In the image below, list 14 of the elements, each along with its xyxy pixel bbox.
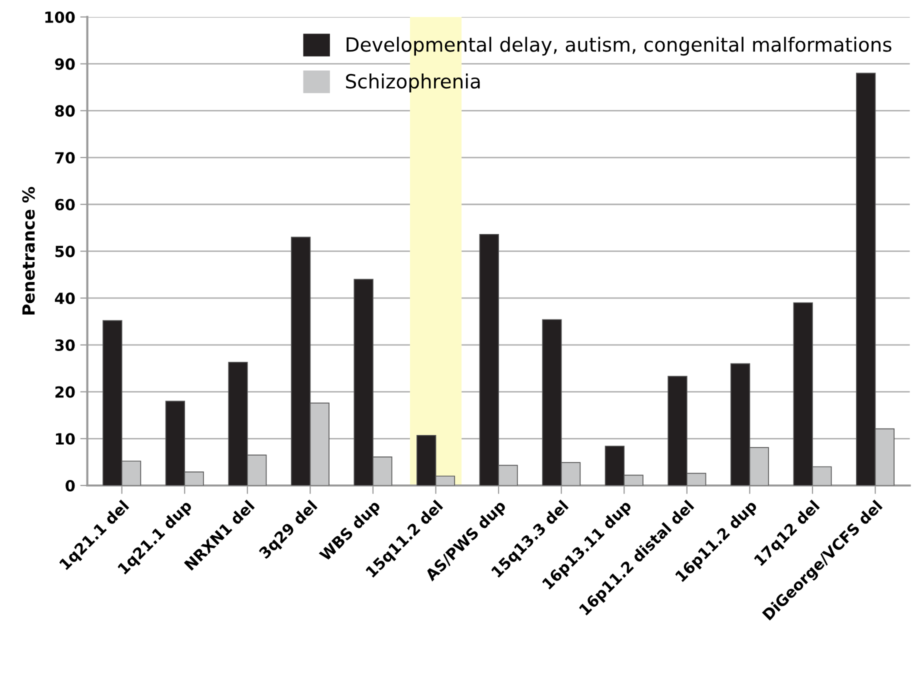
y-tick-label: 70 [55, 152, 75, 164]
y-tick-label: 90 [55, 58, 75, 70]
legend-label: Schizophrenia [346, 74, 480, 92]
y-tick-label: 80 [55, 105, 75, 117]
y-tick-label: 0 [66, 480, 75, 492]
y-tick-label: 60 [55, 198, 75, 210]
y-tick-label: 40 [54, 292, 75, 304]
y-tick-label: 100 [45, 11, 75, 23]
y-tick-label: 30 [55, 339, 75, 351]
y-tick-label: 10 [56, 433, 75, 445]
y-axis-title: Penetrance % [22, 186, 35, 315]
legend-label: Developmental delay, autism, congenital malformations [346, 36, 892, 56]
y-tick-label: 20 [55, 386, 75, 398]
y-tick-label: 50 [55, 246, 75, 258]
